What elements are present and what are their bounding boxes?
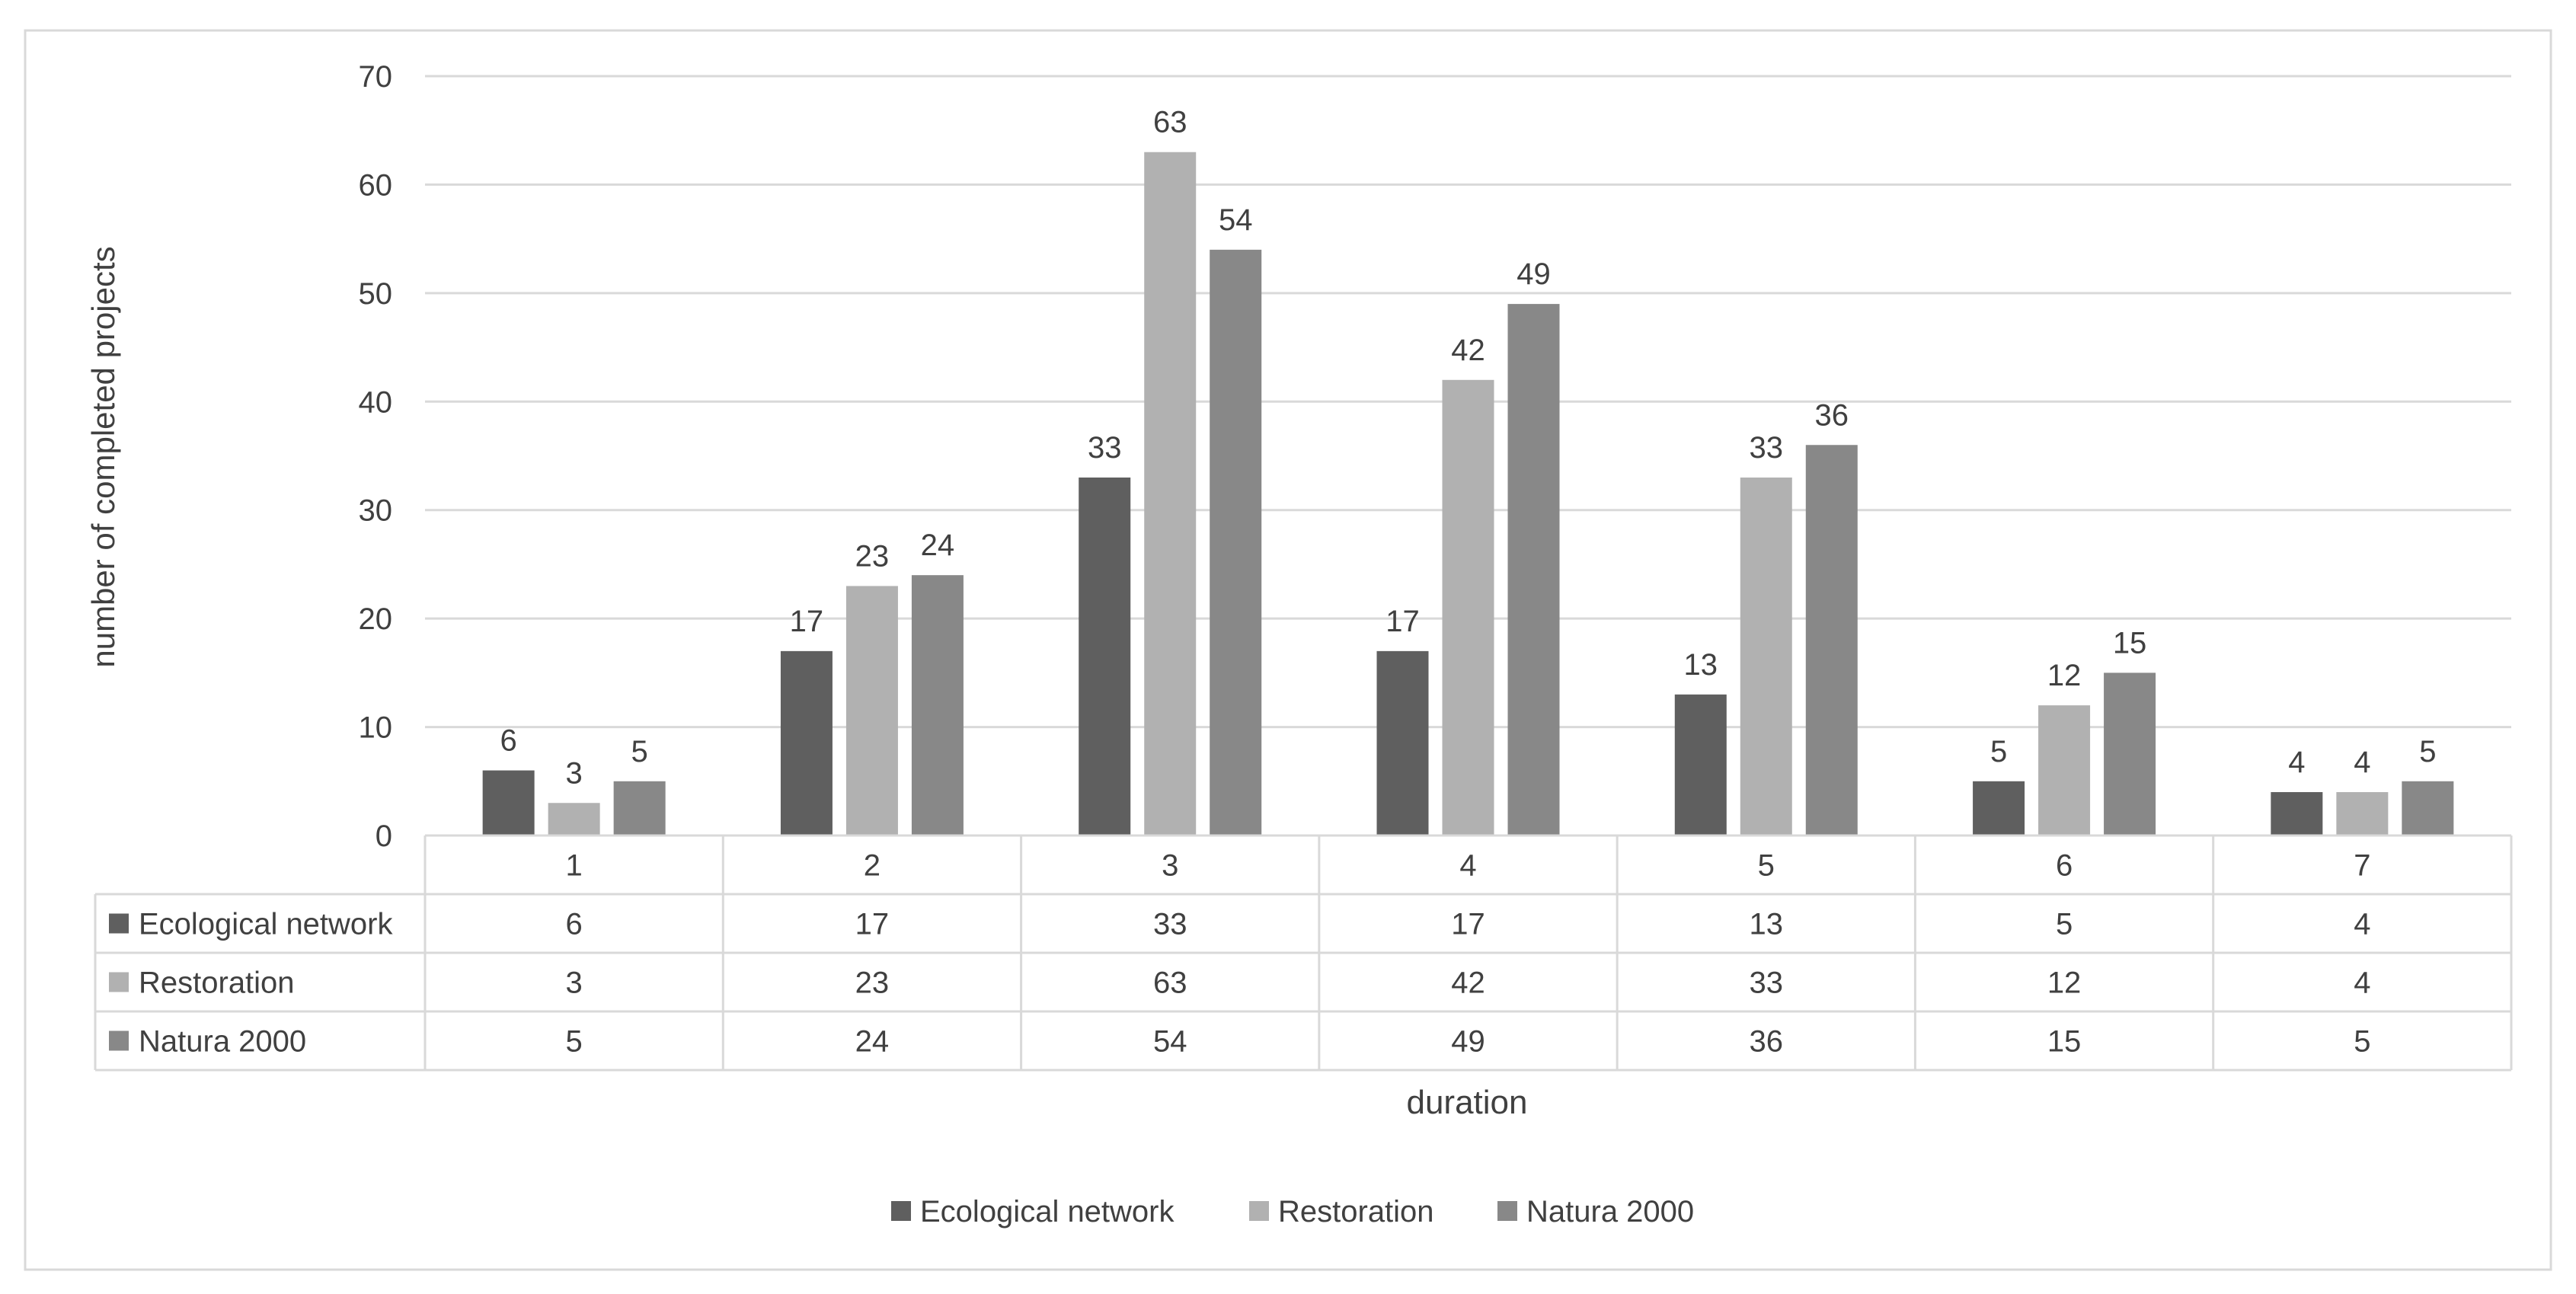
table-cell: 13 (1750, 908, 1784, 941)
data-label: 5 (1990, 735, 2007, 768)
data-label: 24 (921, 529, 955, 562)
y-axis-title: number of completed projects (85, 246, 121, 667)
x-tick-label: 1 (566, 849, 583, 883)
table-cell: 3 (566, 967, 583, 1000)
table-cell: 63 (1153, 967, 1187, 1000)
data-label: 63 (1153, 106, 1187, 139)
bar (548, 803, 600, 836)
bars (482, 152, 2454, 836)
legend-label: Restoration (1278, 1195, 1434, 1229)
y-tick-label: 60 (359, 168, 393, 202)
bar (1973, 781, 2025, 836)
bar (2271, 792, 2323, 836)
y-tick-label: 20 (359, 602, 393, 636)
table-cell: 15 (2047, 1025, 2082, 1059)
y-axis-ticks: 0 10 20 30 40 50 60 70 (359, 60, 393, 853)
bar (613, 781, 666, 836)
data-label: 54 (1219, 203, 1253, 237)
data-label: 23 (855, 539, 890, 573)
table-legend-key (109, 1030, 129, 1051)
data-label: 42 (1451, 334, 1485, 367)
bar (1740, 477, 1792, 836)
chart-area-border (24, 29, 2552, 1271)
table-cell: 6 (566, 908, 583, 941)
y-tick-label: 40 (359, 385, 393, 419)
data-label: 17 (790, 605, 824, 638)
data-label: 3 (566, 756, 583, 790)
legend-label: Ecological network (920, 1195, 1175, 1229)
x-tick-label: 4 (1459, 849, 1476, 883)
data-label: 15 (2113, 626, 2147, 660)
x-tick-label: 2 (864, 849, 881, 883)
bar (1144, 152, 1197, 836)
y-tick-label: 30 (359, 494, 393, 528)
data-label: 4 (2354, 746, 2370, 779)
x-tick-label: 7 (2354, 849, 2370, 883)
y-tick-label: 70 (359, 60, 393, 94)
table-cell: 49 (1451, 1025, 1485, 1059)
x-tick-label: 6 (2056, 849, 2073, 883)
y-tick-label: 50 (359, 277, 393, 311)
bar (482, 770, 535, 836)
table-series-label: Restoration (139, 967, 295, 1000)
data-label: 4 (2288, 746, 2305, 779)
legend-key (1497, 1201, 1517, 1221)
table-cell: 24 (855, 1025, 890, 1059)
y-tick-label: 0 (376, 820, 392, 853)
bar (2336, 792, 2389, 836)
bar (1079, 477, 1131, 836)
data-label: 33 (1750, 431, 1784, 465)
table-cell: 23 (855, 967, 890, 1000)
table-cell: 5 (2354, 1025, 2370, 1059)
bar (1442, 379, 1494, 836)
bar (911, 575, 964, 836)
table-cell: 12 (2047, 967, 2082, 1000)
legend-label: Natura 2000 (1526, 1195, 1694, 1229)
table-cell: 17 (1451, 908, 1485, 941)
data-label: 49 (1517, 257, 1551, 291)
table-series-label: Ecological network (139, 908, 393, 941)
table-cell: 17 (855, 908, 890, 941)
legend: Ecological network Restoration Natura 2000 (891, 1195, 1694, 1229)
bar (1805, 445, 1858, 836)
x-axis-title: duration (1406, 1084, 1527, 1121)
bar (2104, 673, 2156, 836)
table-cell: 5 (2056, 908, 2073, 941)
data-label: 5 (2419, 735, 2436, 768)
bar (2038, 705, 2091, 836)
bar (1376, 650, 1429, 836)
y-tick-label: 10 (359, 711, 393, 745)
x-tick-label: 3 (1162, 849, 1178, 883)
data-label: 5 (631, 735, 648, 768)
table-cell: 4 (2354, 967, 2370, 1000)
data-label: 13 (1684, 648, 1718, 682)
table-cell: 5 (566, 1025, 583, 1059)
data-label: 6 (500, 724, 517, 758)
legend-key (891, 1201, 911, 1221)
bar (1210, 249, 1262, 836)
data-label: 12 (2047, 659, 2082, 692)
x-tick-label: 5 (1758, 849, 1775, 883)
table-series-label: Natura 2000 (139, 1025, 306, 1059)
table-cell: 36 (1750, 1025, 1784, 1059)
legend-key (1249, 1201, 1269, 1221)
table-cell: 4 (2354, 908, 2370, 941)
data-label: 36 (1815, 398, 1849, 432)
data-label: 33 (1088, 431, 1122, 465)
bar (845, 586, 898, 836)
table-legend-key (109, 972, 129, 992)
table-legend-key (109, 913, 129, 934)
table-cell: 33 (1153, 908, 1187, 941)
bar (2402, 781, 2454, 836)
table-cell: 33 (1750, 967, 1784, 1000)
bar (1674, 694, 1727, 836)
bar (780, 650, 833, 836)
table-cell: 54 (1153, 1025, 1187, 1059)
table-cell: 42 (1451, 967, 1485, 1000)
bar (1507, 304, 1560, 836)
data-label: 17 (1385, 605, 1420, 638)
